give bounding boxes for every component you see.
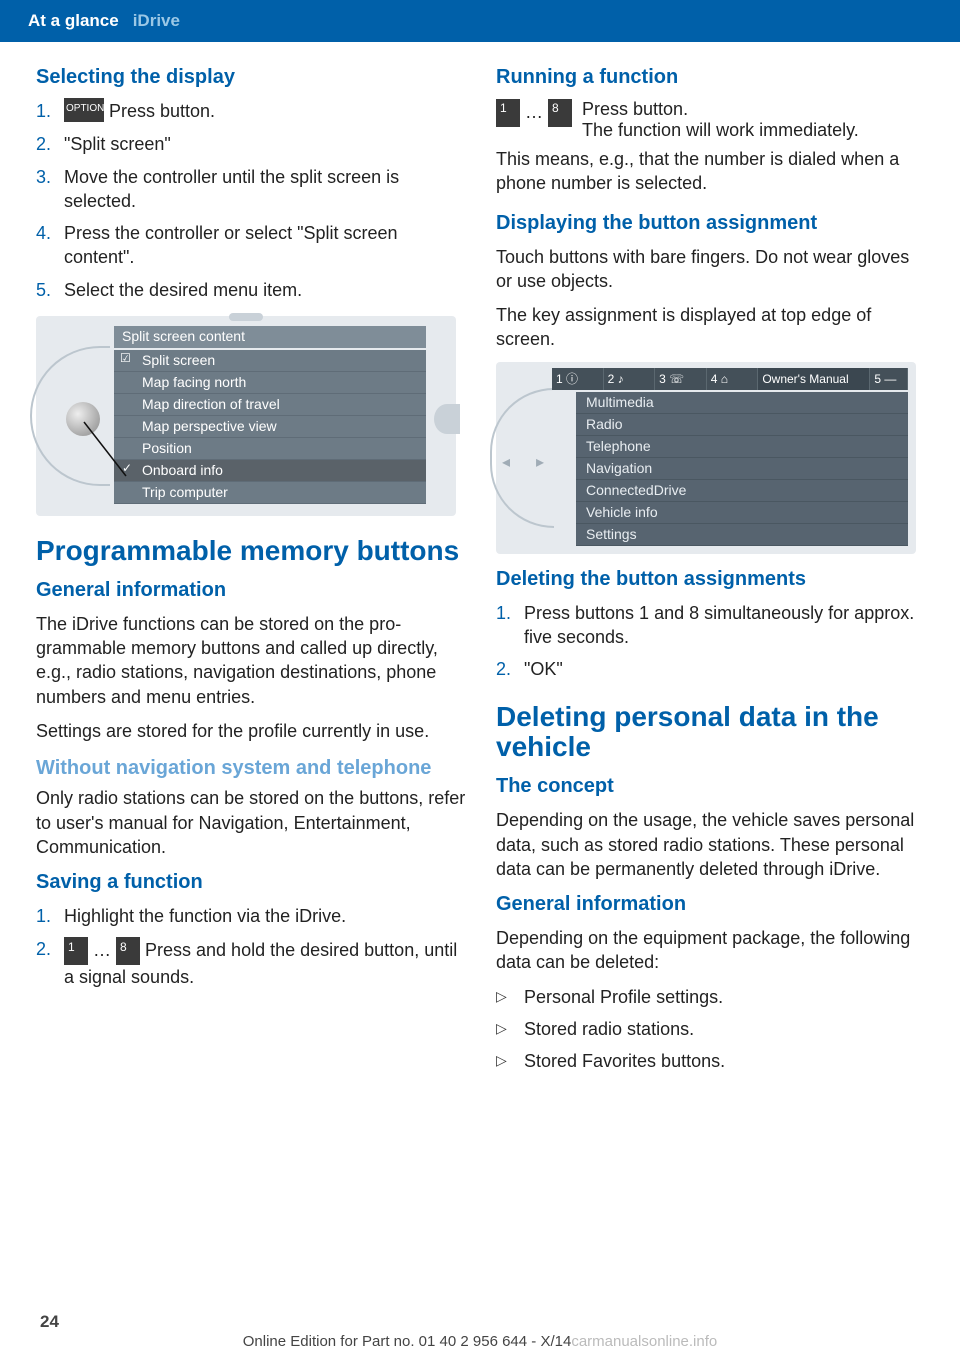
fig-row: Map direction of travel (114, 394, 426, 416)
fig-menu: Split screen Map facing north Map direct… (114, 350, 426, 504)
para-general-1: The iDrive functions can be stored on th… (36, 612, 468, 709)
run-p3: This means, e.g., that the number is dia… (496, 147, 928, 196)
fig-right-knob (434, 404, 460, 434)
figure-split-screen: Split screen content Split screen Map fa… (36, 316, 456, 516)
fig2-tab: 1 ⓘ (552, 368, 604, 390)
disp-p2: The key assignment is displayed at top e… (496, 303, 928, 352)
save-step-2: 1 … 8 Press and hold the desired button,… (36, 937, 468, 989)
option-button-icon: OPTION (64, 98, 104, 122)
fig-row: Position (114, 438, 426, 460)
step-1: OPTION Press button. (36, 99, 468, 124)
button-1-icon: 1 (64, 937, 88, 965)
heading-without-nav: Without navigation system and telephone (36, 757, 468, 780)
fig-row: Map perspective view (114, 416, 426, 438)
general-p: Depending on the equipment package, the … (496, 926, 928, 975)
heading-saving-function: Saving a function (36, 871, 468, 894)
content-columns: Selecting the display OPTION Press butto… (0, 42, 960, 1082)
footer: Online Edition for Part no. 01 40 2 956 … (0, 1333, 960, 1350)
fig-header-row: Split screen content (114, 326, 426, 348)
heading-the-concept: The concept (496, 775, 928, 798)
fig2-row: ConnectedDrive (576, 480, 908, 502)
bullet-item: Stored radio stations. (496, 1017, 928, 1041)
step-1-text: Press button. (104, 101, 215, 121)
bullet-item: Personal Profile settings. (496, 985, 928, 1009)
watermark: carmanualsonline.info (571, 1333, 717, 1350)
fig2-row: Telephone (576, 436, 908, 458)
breadcrumb-section: At a glance (28, 11, 119, 31)
fig2-row: Settings (576, 524, 908, 546)
heading-deleting-assignments: Deleting the button assignments (496, 568, 928, 591)
fig-top-slot (229, 313, 263, 321)
step-3: Move the controller until the split scre… (36, 165, 468, 214)
figure-display-assignment: ◂ ▸ 1 ⓘ 2 ♪ 3 ☏ 4 ⌂ Owner's Manual 5 — M… (496, 362, 916, 554)
left-column: Selecting the display OPTION Press butto… (36, 66, 468, 1082)
run-text: Press button. The function will work imm… (582, 99, 859, 141)
concept-p: Depending on the usage, the vehicle save… (496, 808, 928, 881)
heading-programmable-memory: Programmable memory buttons (36, 536, 468, 567)
fig2-right-arrow: ▸ (536, 452, 544, 472)
run-p2: The function will work immediately. (582, 120, 859, 141)
fig2-side-arc (490, 388, 554, 528)
run-icons: 1 … 8 (496, 99, 572, 141)
header-bar: At a glance iDrive (0, 0, 960, 42)
bullet-item: Stored Favorites buttons. (496, 1049, 928, 1073)
fig-row: Trip computer (114, 482, 426, 504)
step-4: Press the controller or select "Split sc… (36, 221, 468, 270)
fig2-tabs: 1 ⓘ 2 ♪ 3 ☏ 4 ⌂ Owner's Manual 5 — (552, 368, 908, 390)
fig2-tab: 3 ☏ (655, 368, 707, 390)
steps-selecting-display: OPTION Press button. "Split screen" Move… (36, 99, 468, 302)
heading-deleting-personal-data: Deleting personal data in the vehicle (496, 702, 928, 764)
fig2-row: Vehicle info (576, 502, 908, 524)
fig2-row: Navigation (576, 458, 908, 480)
fig2-tab: 2 ♪ (604, 368, 656, 390)
ellipsis: … (88, 939, 116, 959)
button-8-icon: 8 (548, 99, 572, 127)
button-8-icon: 8 (116, 937, 140, 965)
fig2-row: Radio (576, 414, 908, 436)
run-block: 1 … 8 Press button. The function will wo… (496, 99, 928, 141)
steps-deleting: Press buttons 1 and 8 simultaneously for… (496, 601, 928, 682)
fig2-left-arrow: ◂ (502, 452, 510, 472)
step-2: "Split screen" (36, 132, 468, 156)
heading-displaying-assignment: Displaying the button assignment (496, 212, 928, 235)
save-step-1: Highlight the function via the iDrive. (36, 904, 468, 928)
para-without-nav: Only radio stations can be stored on the… (36, 786, 468, 859)
run-p1: Press button. (582, 99, 859, 120)
heading-general-info: General information (36, 579, 468, 602)
fig2-tab: 5 — (870, 368, 908, 390)
steps-saving: Highlight the function via the iDrive. 1… (36, 904, 468, 989)
ellipsis: … (520, 102, 548, 122)
del-step-2: "OK" (496, 657, 928, 681)
heading-running-function: Running a function (496, 66, 928, 89)
fig2-tab: 4 ⌂ (707, 368, 759, 390)
fig-row: Split screen (114, 350, 426, 372)
heading-selecting-display: Selecting the display (36, 66, 468, 89)
footer-text: Online Edition for Part no. 01 40 2 956 … (243, 1333, 572, 1350)
heading-general-info-2: General information (496, 893, 928, 916)
bullet-list: Personal Profile settings. Stored radio … (496, 985, 928, 1074)
fig-row-highlight: Onboard info (114, 460, 426, 482)
breadcrumb-subsection: iDrive (133, 11, 180, 31)
step-5: Select the desired menu item. (36, 278, 468, 302)
fig2-row: Multimedia (576, 392, 908, 414)
button-1-icon: 1 (496, 99, 520, 127)
del-step-1: Press buttons 1 and 8 simultaneously for… (496, 601, 928, 650)
right-column: Running a function 1 … 8 Press button. T… (496, 66, 928, 1082)
fig-pointer-line (82, 420, 126, 482)
disp-p1: Touch buttons with bare fingers. Do not … (496, 245, 928, 294)
page-number: 24 (40, 1312, 59, 1332)
fig-row: Map facing north (114, 372, 426, 394)
para-general-2: Settings are stored for the profile curr… (36, 719, 468, 743)
fig2-list: Multimedia Radio Telephone Navigation Co… (576, 392, 908, 546)
fig2-tab-owners-manual: Owner's Manual (758, 368, 870, 390)
